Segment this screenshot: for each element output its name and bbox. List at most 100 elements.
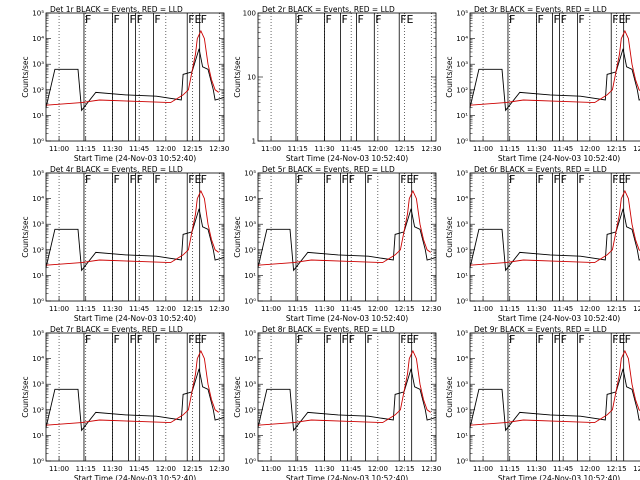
interval-flag: E	[407, 333, 414, 346]
x-tick-label: 11:30	[526, 465, 546, 473]
interval-flag: E	[195, 13, 202, 26]
x-tick-label: 11:45	[553, 145, 573, 153]
x-tick-label: 12:00	[368, 305, 388, 313]
interval-flag: F	[297, 173, 303, 186]
x-tick-label: 12:30	[421, 145, 441, 153]
x-axis-label: Start Time (24-Nov-03 10:52:40)	[498, 154, 620, 163]
series-black-line	[257, 208, 437, 272]
y-tick-label: 10⁰	[32, 138, 44, 146]
interval-flag: F	[85, 13, 91, 26]
y-tick-label: 10⁵	[32, 170, 44, 178]
x-tick-label: 11:00	[49, 305, 69, 313]
series-red-line	[257, 189, 431, 266]
x-tick-label: 12:30	[633, 145, 640, 153]
plot-frame	[469, 332, 640, 462]
y-tick-label: 10³	[32, 61, 44, 69]
x-tick-label: 11:15	[288, 465, 308, 473]
y-tick-label: 10³	[32, 381, 44, 389]
interval-flag: F	[400, 173, 406, 186]
interval-flag: F	[537, 333, 543, 346]
x-tick-label: 11:45	[341, 305, 361, 313]
panel-det-7: Det 7r BLACK = Events, RED = LLD Start Ti…	[21, 325, 229, 480]
plot-frame	[257, 172, 437, 302]
interval-flag: E	[619, 333, 626, 346]
x-tick-label: 11:45	[129, 145, 149, 153]
y-tick-label: 10¹	[244, 272, 256, 280]
x-tick-label: 11:00	[473, 465, 493, 473]
interval-flag: F	[413, 333, 419, 346]
series-black-line	[45, 368, 225, 432]
plot-frame	[45, 12, 225, 142]
interval-flag: F	[612, 333, 618, 346]
x-tick-label: 12:15	[182, 305, 202, 313]
interval-flag: E	[195, 173, 202, 186]
y-tick-label: 10⁰	[32, 458, 44, 466]
x-tick-label: 11:00	[473, 145, 493, 153]
y-tick-label: 10³	[244, 381, 256, 389]
interval-flag: F	[509, 13, 515, 26]
interval-flag: F	[413, 173, 419, 186]
x-tick-label: 12:15	[182, 145, 202, 153]
y-tick-label: 10³	[456, 221, 468, 229]
x-tick-label: 12:00	[156, 465, 176, 473]
y-tick-label: 10⁰	[456, 138, 468, 146]
y-tick-label: 10¹	[32, 112, 44, 120]
y-tick-label: 10³	[244, 221, 256, 229]
x-tick-label: 12:00	[156, 145, 176, 153]
interval-flag: F	[325, 173, 331, 186]
interval-flag: F	[188, 13, 194, 26]
y-tick-label: 10⁵	[244, 330, 256, 338]
interval-flag: F	[154, 333, 160, 346]
y-axis-label: Counts/sec	[21, 376, 30, 417]
interval-flag: E	[407, 173, 414, 186]
y-tick-label: 10⁴	[32, 355, 44, 363]
y-axis-label: Counts/sec	[445, 376, 454, 417]
y-tick-label: 10⁰	[244, 298, 256, 306]
y-tick-label: 10⁴	[244, 195, 256, 203]
x-tick-label: 12:30	[633, 305, 640, 313]
x-tick-label: 11:30	[526, 145, 546, 153]
x-tick-label: 11:15	[500, 145, 520, 153]
y-tick-label: 10⁴	[244, 355, 256, 363]
x-tick-label: 12:00	[580, 145, 600, 153]
interval-flag: F	[341, 173, 347, 186]
y-axis-label: Counts/sec	[21, 216, 30, 257]
x-tick-label: 12:15	[394, 145, 414, 153]
interval-flag: F	[137, 333, 143, 346]
x-axis-label: Start Time (24-Nov-03 10:52:40)	[286, 314, 408, 323]
y-tick-label: 10⁰	[244, 458, 256, 466]
x-tick-label: 11:30	[314, 305, 334, 313]
series-red-line	[45, 29, 219, 106]
interval-flag: F	[612, 173, 618, 186]
interval-flag: F	[625, 173, 631, 186]
interval-flag: F	[561, 173, 567, 186]
plot-frame	[45, 332, 225, 462]
interval-flag: F	[297, 13, 303, 26]
x-tick-label: 11:15	[288, 305, 308, 313]
interval-flag: F	[137, 173, 143, 186]
x-tick-label: 11:30	[102, 465, 122, 473]
y-tick-label: 10⁵	[456, 330, 468, 338]
interval-flag: F	[578, 333, 584, 346]
y-tick-label: 10⁴	[456, 35, 468, 43]
x-tick-label: 11:30	[314, 465, 334, 473]
interval-flag: F	[85, 173, 91, 186]
interval-flag: F	[553, 333, 559, 346]
interval-flag: F	[201, 13, 207, 26]
y-tick-label: 10²	[244, 406, 256, 414]
x-tick-label: 12:15	[394, 465, 414, 473]
x-tick-label: 11:00	[261, 465, 281, 473]
interval-flag: E	[407, 13, 414, 26]
series-black-line	[45, 208, 225, 272]
interval-flag: F	[113, 13, 119, 26]
interval-flag: F	[129, 13, 135, 26]
y-tick-label: 10²	[32, 246, 44, 254]
x-tick-label: 11:30	[102, 305, 122, 313]
panel-title: Det 5r BLACK = Events, RED = LLD	[262, 165, 395, 174]
interval-flag: F	[188, 173, 194, 186]
panel-title: Det 4r BLACK = Events, RED = LLD	[50, 165, 183, 174]
interval-flag: F	[612, 13, 618, 26]
y-tick-label: 10¹	[456, 432, 468, 440]
x-tick-label: 12:00	[368, 145, 388, 153]
interval-flag: F	[366, 173, 372, 186]
